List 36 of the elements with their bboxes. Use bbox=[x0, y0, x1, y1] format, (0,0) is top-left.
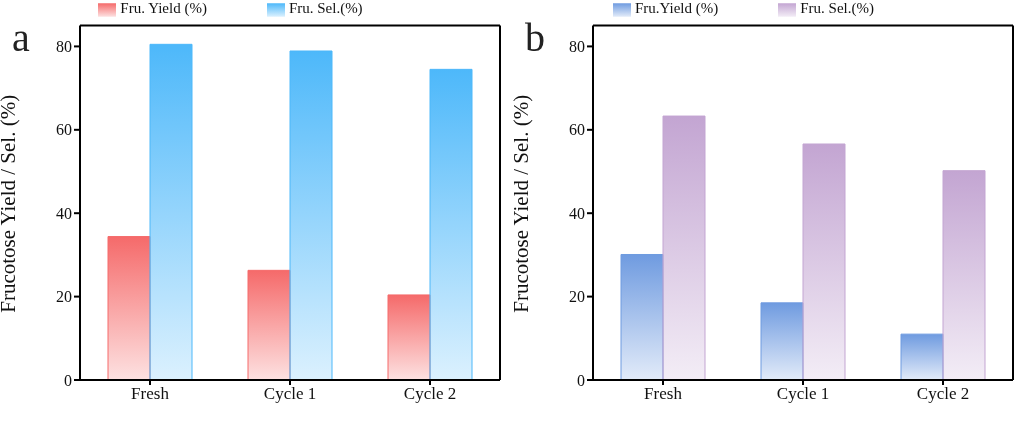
y-axis-title: Frucotose Yield / Sel. (%) bbox=[0, 94, 21, 313]
y-tick-label: 80 bbox=[56, 38, 72, 56]
y-tick-label: 20 bbox=[569, 288, 585, 306]
y-tick-label: 0 bbox=[577, 371, 585, 389]
legend-label: Fru. Sel.(%) bbox=[800, 0, 875, 16]
y-tick-label: 60 bbox=[56, 121, 72, 139]
bar bbox=[247, 269, 291, 380]
legend-label: Fru.Yield (%) bbox=[634, 0, 719, 16]
bar bbox=[289, 50, 333, 380]
bar bbox=[620, 253, 664, 380]
y-axis-title: Frucotose Yield / Sel. (%) bbox=[509, 94, 534, 313]
bar bbox=[760, 302, 804, 380]
x-tick-label: Cycle 1 bbox=[776, 384, 830, 404]
y-tick-label: 40 bbox=[56, 204, 72, 222]
bar bbox=[900, 333, 944, 380]
bar bbox=[107, 236, 151, 380]
bar bbox=[149, 43, 193, 380]
legend-label: Fru. Yield (%) bbox=[120, 0, 207, 16]
bar bbox=[387, 294, 431, 380]
y-tick-label: 20 bbox=[56, 288, 72, 306]
bar bbox=[802, 143, 846, 380]
x-tick-label: Cycle 2 bbox=[403, 384, 457, 404]
text: b bbox=[525, 15, 545, 60]
y-tick-label: 40 bbox=[569, 204, 585, 222]
x-tick-label: Fresh bbox=[644, 384, 683, 404]
x-tick-label: Cycle 1 bbox=[263, 384, 317, 404]
bar bbox=[662, 115, 706, 380]
text: a bbox=[12, 15, 30, 60]
y-tick-label: 60 bbox=[569, 121, 585, 139]
legend-label: Fru. Sel.(%) bbox=[288, 0, 363, 16]
y-tick-label: 0 bbox=[64, 371, 72, 389]
bar bbox=[942, 170, 986, 380]
x-tick-label: Fresh bbox=[131, 384, 170, 404]
bar bbox=[429, 68, 473, 380]
y-tick-label: 80 bbox=[569, 38, 585, 56]
x-tick-label: Cycle 2 bbox=[916, 384, 970, 404]
